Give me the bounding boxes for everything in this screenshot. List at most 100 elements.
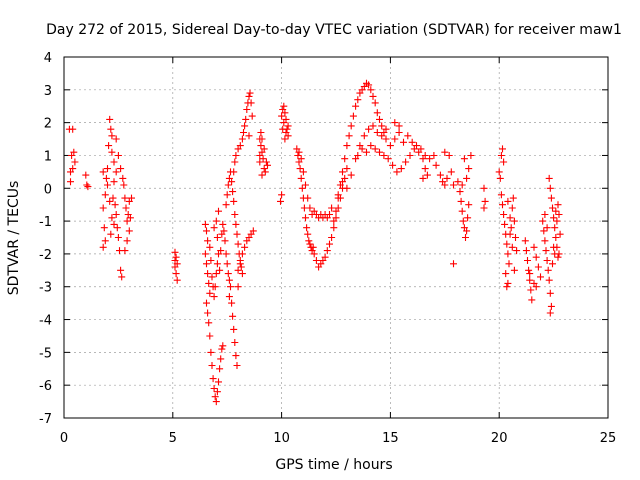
data-point — [547, 302, 555, 310]
data-point — [463, 174, 471, 182]
axis-ticks — [63, 56, 609, 419]
data-point — [302, 181, 309, 189]
data-point — [367, 142, 375, 150]
data-point — [328, 204, 336, 212]
data-point — [541, 237, 549, 245]
data-point — [225, 276, 233, 284]
data-point — [339, 168, 346, 176]
data-point — [258, 171, 266, 179]
data-point — [326, 240, 333, 248]
data-point — [306, 204, 314, 212]
data-point — [114, 152, 122, 159]
data-point — [534, 263, 542, 271]
data-point — [208, 362, 216, 369]
data-point — [503, 283, 511, 291]
data-point — [243, 106, 251, 113]
data-point — [395, 129, 403, 136]
data-point — [380, 152, 388, 159]
data-point — [70, 148, 78, 156]
data-point — [539, 217, 547, 225]
data-point — [114, 234, 122, 241]
data-point — [552, 207, 560, 215]
data-point — [352, 102, 360, 110]
data-point — [205, 279, 213, 287]
data-point — [458, 207, 466, 215]
data-point — [236, 260, 244, 268]
data-point — [295, 148, 303, 156]
data-point — [69, 125, 77, 133]
data-point — [419, 174, 427, 182]
data-point — [100, 224, 108, 232]
data-point — [347, 171, 355, 179]
data-point — [546, 184, 554, 192]
data-point — [230, 168, 238, 176]
data-point — [456, 188, 464, 196]
data-point — [201, 250, 209, 258]
y-tick-label: 4 — [44, 51, 52, 66]
data-point — [497, 191, 505, 199]
data-point — [343, 184, 351, 192]
data-point — [413, 142, 420, 150]
data-point — [108, 148, 116, 156]
data-point — [224, 181, 232, 189]
data-point — [464, 214, 472, 222]
data-point — [297, 155, 305, 163]
data-point — [540, 227, 548, 235]
data-point — [227, 283, 234, 291]
data-point — [297, 174, 305, 182]
data-point — [506, 214, 514, 222]
data-point — [504, 250, 512, 258]
data-point — [224, 270, 232, 278]
data-point — [553, 217, 561, 225]
y-tick-label: -4 — [39, 314, 52, 329]
data-point — [556, 230, 564, 238]
y-tick-label: -6 — [39, 379, 52, 394]
data-point — [510, 217, 518, 225]
data-point — [281, 135, 289, 143]
data-point — [231, 339, 239, 346]
x-tick-label: 5 — [169, 431, 177, 446]
data-point — [281, 109, 289, 117]
data-point — [280, 102, 288, 110]
data-point — [218, 345, 226, 353]
data-point — [69, 165, 77, 173]
data-point — [67, 178, 74, 186]
data-point — [302, 214, 309, 222]
data-point — [120, 181, 128, 189]
data-point — [110, 178, 118, 186]
data-point — [502, 270, 510, 278]
data-point — [111, 201, 119, 209]
data-point — [215, 207, 222, 215]
data-point — [211, 283, 219, 291]
data-point — [369, 122, 377, 130]
data-point — [257, 129, 265, 136]
data-point — [110, 220, 118, 228]
data-point — [343, 165, 351, 173]
data-point — [309, 243, 317, 251]
y-axis-label: SDTVAR / TECUs — [6, 181, 22, 296]
data-point — [326, 211, 333, 218]
data-point — [237, 263, 245, 271]
data-point — [231, 158, 239, 166]
data-point — [354, 152, 362, 159]
data-point — [510, 266, 518, 274]
data-point — [544, 266, 552, 274]
data-point — [234, 266, 242, 274]
data-point — [384, 155, 392, 163]
x-tick-label: 15 — [382, 431, 399, 446]
data-point — [378, 122, 386, 130]
y-tick-label: -2 — [39, 248, 52, 263]
data-point — [525, 266, 533, 274]
data-point — [304, 194, 312, 202]
data-point — [126, 214, 134, 222]
data-point — [257, 142, 265, 150]
data-point — [113, 224, 121, 232]
data-point — [101, 191, 109, 199]
data-point — [551, 250, 559, 258]
data-point — [354, 96, 362, 104]
data-point — [524, 257, 531, 264]
data-point — [404, 132, 412, 140]
data-point — [128, 194, 135, 202]
data-point — [349, 112, 357, 120]
